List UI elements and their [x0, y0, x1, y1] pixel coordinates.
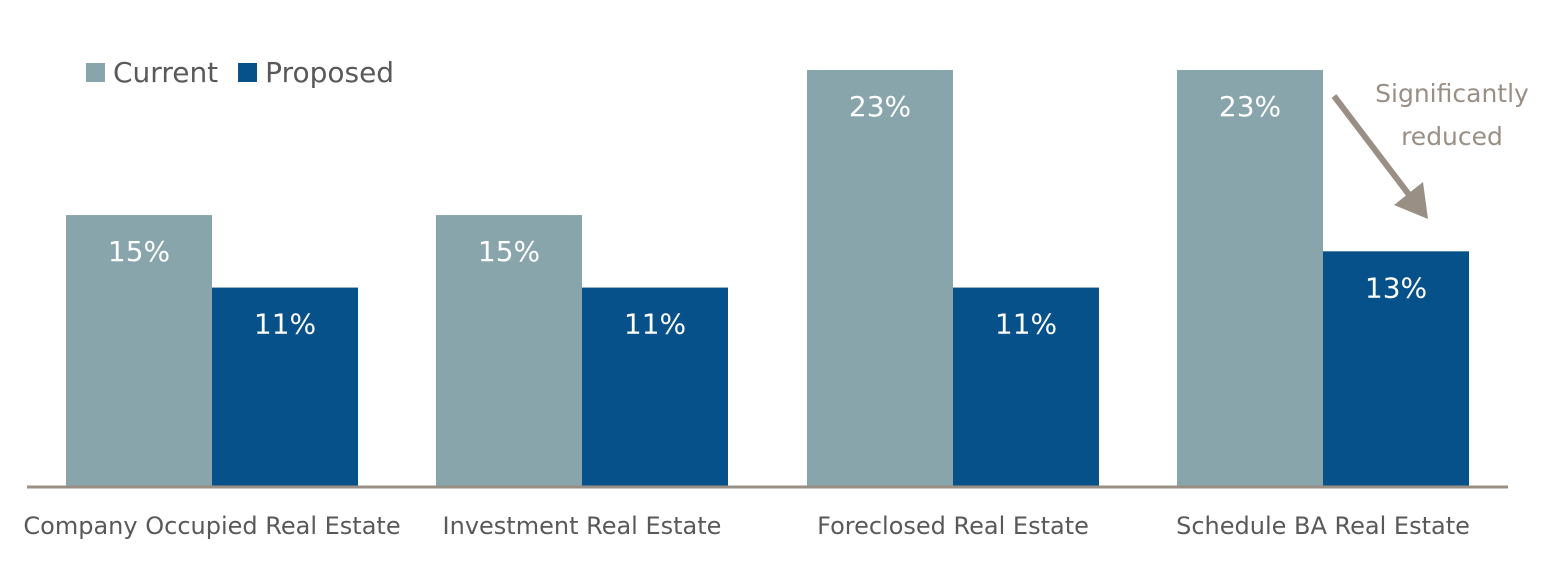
annotation-line-2: reduced [1401, 122, 1503, 151]
bar-labels-group: 15% 11% 15% 11% 23% 11% 23% 13% [108, 90, 1427, 341]
legend-label-proposed: Proposed [265, 56, 395, 89]
bar-proposed-0 [212, 287, 358, 487]
category-label-2: Foreclosed Real Estate [817, 512, 1089, 540]
bar-current-3 [1177, 70, 1323, 487]
bar-current-1 [436, 215, 582, 488]
bar-proposed-1 [582, 287, 728, 487]
bar-label-proposed-2: 11% [995, 308, 1057, 341]
category-label-3: Schedule BA Real Estate [1176, 512, 1470, 540]
annotation-significantly-reduced: Significantly reduced [1362, 72, 1542, 158]
bar-label-proposed-1: 11% [624, 308, 686, 341]
legend: Current Proposed [86, 56, 414, 89]
legend-label-current: Current [113, 56, 219, 89]
legend-swatch-current [86, 63, 105, 82]
bar-label-proposed-0: 11% [254, 308, 316, 341]
legend-item-proposed: Proposed [238, 56, 394, 89]
legend-item-current: Current [86, 56, 218, 89]
annotation-line-1: Significantly [1375, 79, 1529, 108]
bar-label-current-1: 15% [478, 235, 540, 268]
bar-label-current-2: 23% [849, 90, 911, 123]
annotation-arrow-icon [1331, 94, 1428, 219]
category-labels-group: Company Occupied Real Estate Investment R… [23, 512, 1469, 540]
bar-label-current-3: 23% [1219, 90, 1281, 123]
bar-proposed-2 [953, 287, 1099, 487]
bar-label-current-0: 15% [108, 235, 170, 268]
legend-swatch-proposed [238, 63, 258, 82]
category-label-0: Company Occupied Real Estate [23, 512, 400, 540]
category-label-1: Investment Real Estate [443, 512, 722, 540]
bar-current-0 [66, 215, 212, 488]
bar-proposed-3 [1323, 251, 1469, 487]
bar-current-2 [807, 70, 953, 487]
bar-label-proposed-3: 13% [1365, 271, 1427, 304]
bars-group [66, 70, 1469, 488]
